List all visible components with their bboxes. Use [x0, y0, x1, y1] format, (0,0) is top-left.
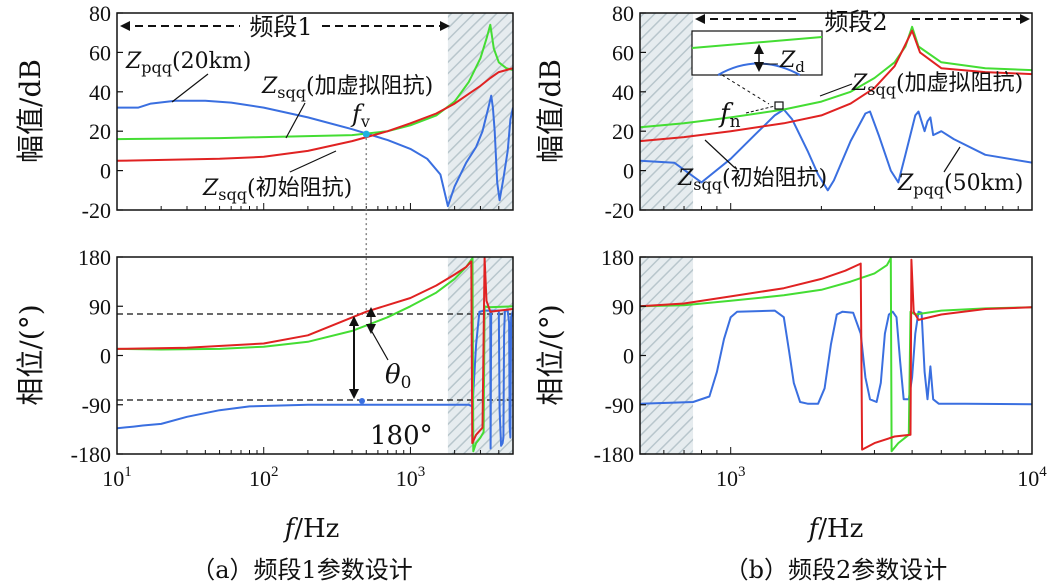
band-label: 频段1 — [249, 13, 312, 41]
y-tick-label: 20 — [612, 119, 634, 144]
shaded-region-a-ph — [447, 257, 513, 454]
caption-a: （a）频段1参数设计 — [191, 556, 413, 584]
series-group-b-mag — [640, 25, 1032, 192]
series-line-z-sqq- — [117, 67, 513, 162]
annotation-zsqq-initial-b: Zsqq(初始阻抗) — [677, 139, 827, 194]
svg-text:Zsqq(加虚拟阻抗): Zsqq(加虚拟阻抗) — [851, 71, 1023, 99]
panel-b-magnitude: -20 0 20 40 60 80 幅值/dB 频段2 Zd Zsqq(加虚拟阻抗) fn — [534, 1, 1033, 223]
yticks-group-a-mag: -20 0 20 40 60 80 — [82, 1, 123, 223]
series-line-z-sqq- — [640, 29, 1032, 143]
series-group-a-mag — [117, 23, 513, 208]
shaded-region-b-ph — [640, 257, 694, 454]
marker-fv — [362, 130, 370, 138]
plot-frame — [639, 256, 1033, 455]
series-line-z-sqq- — [117, 257, 513, 445]
series-line-z-pqq-50km- — [640, 309, 1032, 406]
annotation-zsqq-initial: Zsqq(初始阻抗) — [202, 150, 352, 204]
y-tick-label: 0 — [623, 344, 634, 369]
xticks-group-a-ph: 101 102 103 — [102, 447, 514, 491]
series-line-z-sqq- — [117, 23, 513, 141]
annotation-zsqq-virtual: Zsqq(加虚拟阻抗) — [261, 74, 433, 139]
series-line-z-pqq-50km- — [640, 108, 1032, 192]
svg-text:Zsqq(初始阻抗): Zsqq(初始阻抗) — [677, 166, 827, 194]
y-tick-label: -20 — [82, 198, 111, 223]
x-tick-label: 104 — [1017, 464, 1047, 491]
y-tick-label: 40 — [89, 80, 111, 105]
y-tick-label: 80 — [89, 1, 111, 26]
svg-text:Zpqq(50km): Zpqq(50km) — [897, 171, 1023, 199]
series-line-z-sqq- — [640, 257, 1032, 453]
y-tick-label: 60 — [89, 40, 111, 65]
y-axis-label: 相位/(°) — [534, 304, 567, 405]
theta-leader — [370, 329, 389, 361]
yticks-group-b-mag: -20 0 20 40 60 80 — [605, 1, 646, 223]
x-axis-label: f/Hz — [807, 514, 864, 544]
y-tick-label: -180 — [71, 442, 111, 467]
y-tick-label: 40 — [612, 80, 634, 105]
yticks-group-a-ph: -180 -90 0 90 180 — [71, 245, 123, 467]
shaded-region-b-mag — [640, 13, 694, 210]
plot-frame — [116, 256, 514, 455]
y-tick-label: 20 — [89, 119, 111, 144]
inset-zd: Zd — [691, 30, 823, 110]
series-group-a-ph — [117, 257, 513, 453]
x-tick-label: 101 — [102, 464, 132, 491]
series-line-z-sqq- — [640, 258, 1032, 451]
annotation-zpqq-20km: Zpqq(20km) — [125, 49, 251, 103]
y-axis-label: 相位/(°) — [14, 304, 47, 405]
series-line-z-sqq- — [117, 257, 513, 453]
band-label: 频段2 — [824, 8, 887, 36]
annotation-theta0: θ0 — [385, 360, 411, 393]
x-tick-label: 102 — [249, 464, 279, 491]
annotation-zsqq-virtual-b: Zsqq(加虚拟阻抗) — [819, 71, 1023, 99]
marker-phase — [359, 398, 365, 404]
y-tick-label: 0 — [623, 159, 634, 184]
xticks-group-b-ph: 103 104 — [639, 447, 1047, 491]
annotation-fv: fv — [350, 100, 370, 131]
panel-b-phase: -180 -90 0 90 180 103 104 相位/(°) f/Hz — [534, 245, 1047, 544]
svg-text:fv: fv — [350, 100, 370, 131]
y-axis-label: 幅值/dB — [534, 59, 567, 163]
y-tick-label: 90 — [612, 294, 634, 319]
y-tick-label: 90 — [89, 294, 111, 319]
y-tick-label: 60 — [612, 40, 634, 65]
xticks-group-b-mag — [639, 203, 1033, 210]
svg-text:Zpqq(20km): Zpqq(20km) — [125, 49, 251, 77]
panel-a-magnitude: -20 0 20 40 60 80 幅值/dB 频段1 Zpqq(20km) Zsqq(加… — [14, 1, 514, 223]
yticks-group-b-ph: -180 -90 0 90 180 — [594, 245, 646, 467]
series-line-z-pqq-20km- — [117, 94, 513, 208]
y-tick-label: -20 — [605, 198, 634, 223]
y-tick-label: -90 — [605, 393, 634, 418]
y-tick-label: 180 — [601, 245, 634, 270]
plot-frame — [639, 12, 1033, 211]
annotation-zpqq-50km: Zpqq(50km) — [897, 146, 1023, 199]
caption-b: （b）频段2参数设计 — [725, 556, 948, 584]
y-tick-label: 0 — [100, 159, 111, 184]
svg-text:fn: fn — [718, 99, 741, 132]
annotation-180: 180° — [370, 421, 433, 451]
y-tick-label: 0 — [100, 344, 111, 369]
panel-a-phase: -180 -90 0 90 180 101 102 103 相位/(°) f/Hz θ0 1… — [14, 138, 514, 544]
svg-text:Zsqq(初始阻抗): Zsqq(初始阻抗) — [202, 176, 352, 204]
y-tick-label: -90 — [82, 393, 111, 418]
y-tick-label: -180 — [594, 442, 634, 467]
series-line-z-sqq- — [640, 25, 1032, 129]
svg-text:Zsqq(加虚拟阻抗): Zsqq(加虚拟阻抗) — [261, 74, 433, 102]
x-axis-label: f/Hz — [283, 514, 340, 544]
y-axis-label: 幅值/dB — [14, 59, 47, 163]
x-tick-label: 103 — [716, 464, 746, 491]
y-tick-label: 80 — [612, 1, 634, 26]
plot-frame — [116, 12, 514, 211]
x-tick-label: 103 — [396, 464, 426, 491]
series-group-b-ph — [640, 257, 1032, 453]
y-tick-label: 180 — [78, 245, 111, 270]
